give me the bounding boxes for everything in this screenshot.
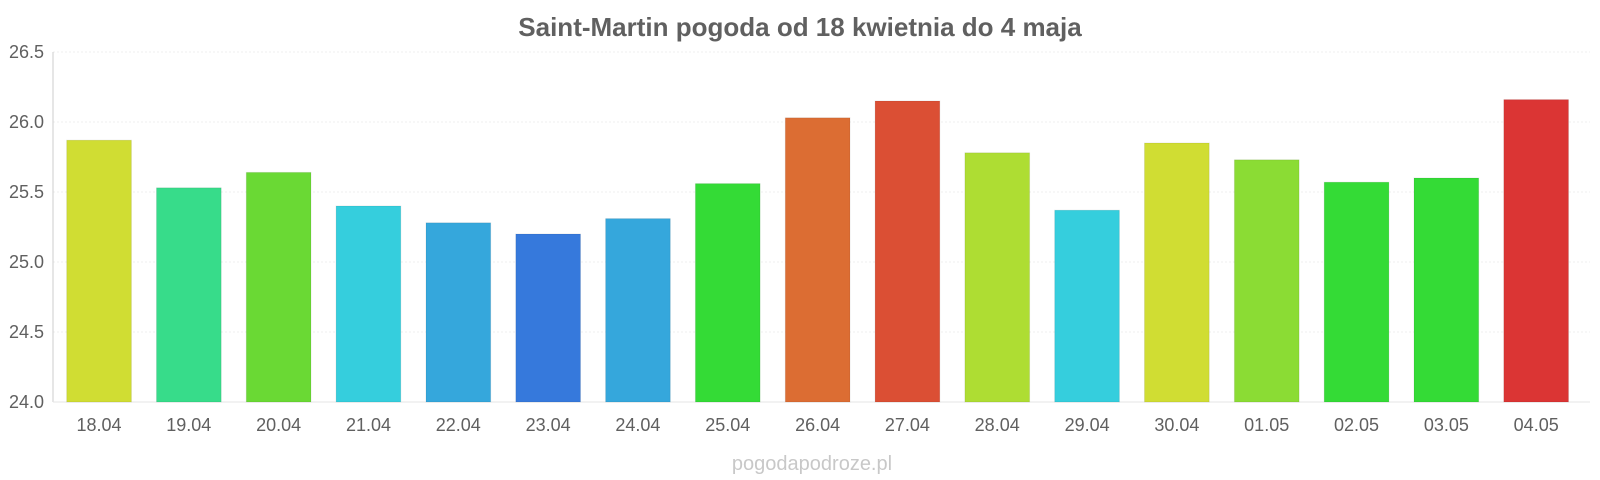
y-tick-label: 26.0 <box>9 112 44 132</box>
x-tick-label: 19.04 <box>166 415 211 435</box>
x-tick-label: 22.04 <box>436 415 481 435</box>
x-tick-label: 21.04 <box>346 415 391 435</box>
bar-24.04[interactable] <box>605 218 671 403</box>
bar-18.04[interactable] <box>66 139 132 403</box>
x-tick-label: 28.04 <box>975 415 1020 435</box>
x-tick-label: 18.04 <box>76 415 121 435</box>
y-tick-label: 24.0 <box>9 392 44 412</box>
y-tick-label: 25.0 <box>9 252 44 272</box>
x-tick-label: 26.04 <box>795 415 840 435</box>
bar-23.04[interactable] <box>515 233 581 403</box>
bar-28.04[interactable] <box>964 152 1031 403</box>
bar-30.04[interactable] <box>1144 142 1210 403</box>
y-axis-ticks: 24.0 24.5 25.0 25.5 26.0 26.5 <box>9 42 44 412</box>
x-tick-label: 03.05 <box>1424 415 1469 435</box>
x-tick-label: 30.04 <box>1154 415 1199 435</box>
x-tick-label: 01.05 <box>1244 415 1289 435</box>
bar-21.04[interactable] <box>335 205 402 403</box>
x-tick-label: 27.04 <box>885 415 930 435</box>
y-tick-label: 24.5 <box>9 322 44 342</box>
x-axis-ticks: 18.04 19.04 20.04 21.04 22.04 23.04 24.04 25.04… <box>76 415 1558 435</box>
y-tick-label: 26.5 <box>9 42 44 62</box>
bar-26.04[interactable] <box>784 117 851 403</box>
x-tick-label: 20.04 <box>256 415 301 435</box>
bar-25.04[interactable] <box>694 183 761 403</box>
bar-02.05[interactable] <box>1323 181 1390 403</box>
x-tick-label: 25.04 <box>705 415 750 435</box>
bars <box>66 99 1570 403</box>
y-tick-label: 25.5 <box>9 182 44 202</box>
x-tick-label: 24.04 <box>615 415 660 435</box>
bar-29.04[interactable] <box>1054 209 1120 403</box>
bar-19.04[interactable] <box>156 187 222 403</box>
bar-01.05[interactable] <box>1233 159 1300 403</box>
bar-20.04[interactable] <box>245 171 312 403</box>
watermark: pogodapodroze.pl <box>732 453 892 475</box>
bar-22.04[interactable] <box>425 222 492 403</box>
x-tick-label: 04.05 <box>1514 415 1559 435</box>
bar-03.05[interactable] <box>1413 177 1480 403</box>
bar-04.05[interactable] <box>1503 99 1570 403</box>
x-tick-label: 02.05 <box>1334 415 1379 435</box>
x-tick-label: 29.04 <box>1065 415 1110 435</box>
x-tick-label: 23.04 <box>526 415 571 435</box>
chart-title: Saint-Martin pogoda od 18 kwietnia do 4 … <box>518 12 1082 42</box>
bar-27.04[interactable] <box>874 100 941 403</box>
